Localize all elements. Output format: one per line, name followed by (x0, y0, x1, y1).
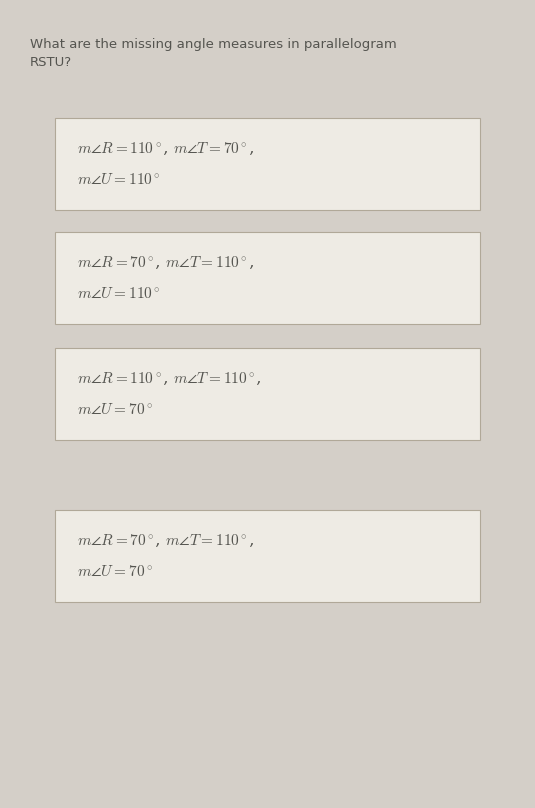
FancyBboxPatch shape (55, 118, 480, 210)
Text: $m\angle R = 70^\circ$, $m\angle T = 110^\circ$,: $m\angle R = 70^\circ$, $m\angle T = 110… (77, 254, 254, 271)
Text: $m\angle U = 70^\circ$: $m\angle U = 70^\circ$ (77, 402, 153, 417)
Text: What are the missing angle measures in parallelogram: What are the missing angle measures in p… (30, 38, 397, 51)
Text: $m\angle R = 110^\circ$, $m\angle T = 110^\circ$,: $m\angle R = 110^\circ$, $m\angle T = 11… (77, 370, 262, 387)
Text: $m\angle R = 110^\circ$, $m\angle T = 70^\circ$,: $m\angle R = 110^\circ$, $m\angle T = 70… (77, 140, 254, 157)
Text: RSTU?: RSTU? (30, 56, 72, 69)
FancyBboxPatch shape (55, 232, 480, 324)
Text: $m\angle U = 110^\circ$: $m\angle U = 110^\circ$ (77, 286, 160, 301)
FancyBboxPatch shape (55, 510, 480, 602)
Text: $m\angle U = 70^\circ$: $m\angle U = 70^\circ$ (77, 564, 153, 579)
Text: $m\angle R = 70^\circ$, $m\angle T = 110^\circ$,: $m\angle R = 70^\circ$, $m\angle T = 110… (77, 532, 254, 549)
Text: $m\angle U = 110^\circ$: $m\angle U = 110^\circ$ (77, 172, 160, 187)
FancyBboxPatch shape (55, 348, 480, 440)
